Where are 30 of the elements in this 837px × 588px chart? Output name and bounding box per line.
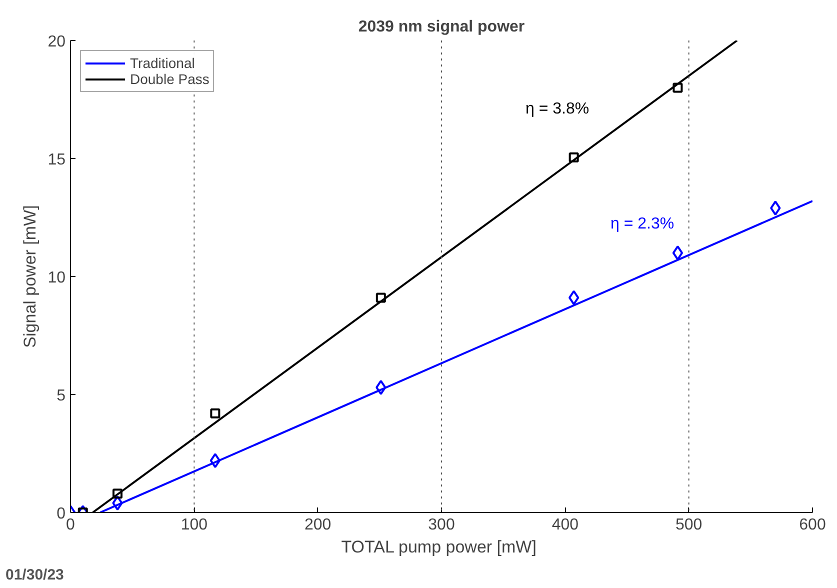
y-tick-label: 15 (48, 152, 66, 168)
y-tick-label: 20 (48, 34, 66, 50)
x-tick-label: 300 (428, 516, 455, 534)
point (770, 200, 781, 216)
y-tick-label: 0 (56, 506, 66, 522)
point (112, 496, 123, 511)
point (210, 453, 221, 468)
point (672, 82, 683, 93)
annotation: η = 2.3% (610, 216, 674, 232)
y-tick-label: 10 (48, 270, 66, 286)
legend-label: Traditional (130, 55, 195, 71)
point (568, 290, 580, 306)
point (672, 245, 684, 260)
x-axis-title: TOTAL pump power [mW] (341, 538, 536, 556)
point (376, 380, 386, 395)
x-tick-label: 100 (180, 516, 208, 534)
y-tick-label: 5 (56, 388, 66, 404)
chart-title: 2039 nm signal power (358, 18, 525, 36)
point (568, 152, 579, 162)
legend-label: Double Pass (130, 71, 210, 87)
point (376, 292, 386, 303)
x-tick-label: 400 (552, 516, 579, 534)
point (210, 408, 220, 418)
x-tick-label: 500 (675, 516, 702, 534)
y-axis-title: Signal power [mW] (20, 205, 40, 348)
x-tick-label: 600 (799, 516, 826, 534)
point (112, 488, 122, 499)
annotation: η = 3.8% (526, 100, 590, 118)
text: 01/30/23 (6, 566, 64, 584)
x-tick-label: 200 (304, 516, 332, 534)
